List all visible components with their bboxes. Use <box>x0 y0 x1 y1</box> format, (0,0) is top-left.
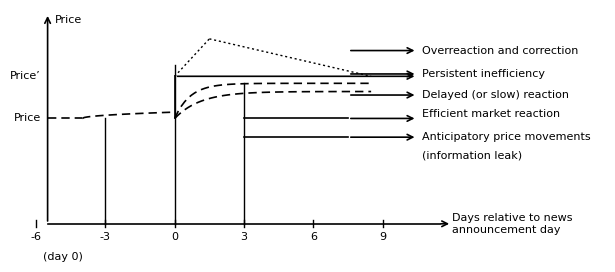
Text: Anticipatory price movements: Anticipatory price movements <box>422 132 590 142</box>
Text: Delayed (or slow) reaction: Delayed (or slow) reaction <box>422 90 569 100</box>
Text: Price: Price <box>55 16 82 26</box>
Text: -3: -3 <box>100 232 111 242</box>
Text: Persistent inefficiency: Persistent inefficiency <box>422 69 545 79</box>
Text: (information leak): (information leak) <box>422 151 522 161</box>
Text: (day 0): (day 0) <box>43 252 83 262</box>
Text: Price’: Price’ <box>10 71 41 81</box>
Text: 3: 3 <box>240 232 247 242</box>
Text: 9: 9 <box>379 232 386 242</box>
Text: Days relative to news
announcement day: Days relative to news announcement day <box>452 213 573 234</box>
Text: Overreaction and correction: Overreaction and correction <box>422 45 578 55</box>
Text: 0: 0 <box>171 232 178 242</box>
Text: -6: -6 <box>31 232 42 242</box>
Text: Efficient market reaction: Efficient market reaction <box>422 109 560 119</box>
Text: Price: Price <box>14 113 41 123</box>
Text: 6: 6 <box>310 232 317 242</box>
